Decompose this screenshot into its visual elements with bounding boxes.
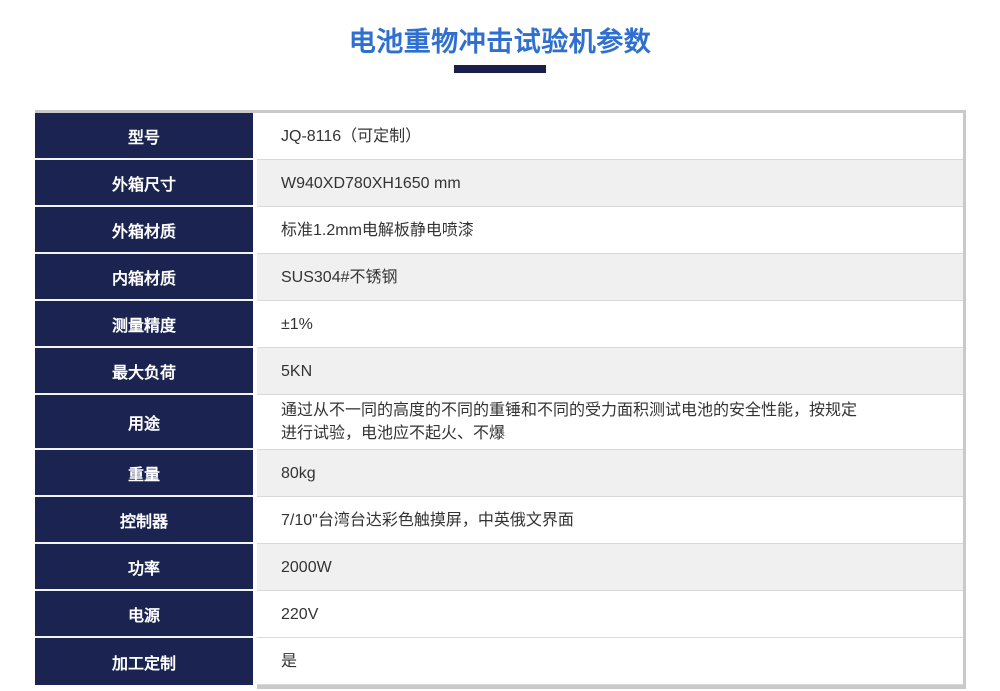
- table-row: 型号 JQ-8116（可定制）: [35, 113, 963, 160]
- spec-value: W940XD780XH1650 mm: [281, 174, 461, 192]
- spec-value-cell: JQ-8116（可定制）: [257, 113, 963, 160]
- title-underline: [454, 65, 546, 73]
- spec-rows: 型号 JQ-8116（可定制） 外箱尺寸 W940XD780XH1650 mm …: [35, 113, 963, 685]
- spec-value: 标准1.2mm电解板静电喷漆: [281, 221, 474, 239]
- spec-value: SUS304#不锈钢: [281, 268, 398, 286]
- spec-label: 重量: [35, 450, 253, 497]
- page-title: 电池重物冲击试验机参数: [348, 27, 652, 57]
- table-row: 外箱材质 标准1.2mm电解板静电喷漆: [35, 207, 963, 254]
- column-gutter: [253, 638, 257, 685]
- spec-label: 功率: [35, 544, 253, 591]
- spec-value: 7/10"台湾台达彩色触摸屏，中英俄文界面: [281, 511, 574, 529]
- column-gutter: [253, 544, 257, 591]
- table-row: 重量 80kg: [35, 450, 963, 497]
- spec-value-cell: SUS304#不锈钢: [257, 254, 963, 301]
- spec-value: 通过从不一同的高度的不同的重锤和不同的受力面积测试电池的安全性能，按规定进行试验…: [281, 402, 858, 442]
- spec-value-cell: 2000W: [257, 544, 963, 591]
- spec-value: JQ-8116（可定制）: [281, 127, 422, 145]
- spec-value: 是: [281, 652, 298, 670]
- column-gutter: [253, 207, 257, 254]
- spec-label: 电源: [35, 591, 253, 638]
- spec-value: 80kg: [281, 464, 316, 482]
- spec-label: 内箱材质: [35, 254, 253, 301]
- spec-label: 外箱材质: [35, 207, 253, 254]
- column-gutter: [253, 395, 257, 450]
- spec-value: ±1%: [281, 315, 313, 333]
- table-row: 外箱尺寸 W940XD780XH1650 mm: [35, 160, 963, 207]
- column-gutter: [253, 497, 257, 544]
- spec-value: 2000W: [281, 558, 332, 576]
- spec-value-cell: 80kg: [257, 450, 963, 497]
- table-row: 最大负荷 5KN: [35, 348, 963, 395]
- table-row: 测量精度 ±1%: [35, 301, 963, 348]
- spec-value-cell: 是: [257, 638, 963, 685]
- column-gutter: [253, 301, 257, 348]
- table-row: 控制器 7/10"台湾台达彩色触摸屏，中英俄文界面: [35, 497, 963, 544]
- column-gutter: [253, 113, 257, 160]
- spec-value: 220V: [281, 605, 319, 623]
- spec-value-cell: ±1%: [257, 301, 963, 348]
- table-row: 功率 2000W: [35, 544, 963, 591]
- column-gutter: [253, 450, 257, 497]
- column-gutter: [253, 591, 257, 638]
- table-row: 加工定制 是: [35, 638, 963, 685]
- spec-label: 用途: [35, 395, 253, 450]
- column-gutter: [253, 160, 257, 207]
- table-bottom-border: [257, 685, 963, 689]
- table-row: 电源 220V: [35, 591, 963, 638]
- spec-label: 型号: [35, 113, 253, 160]
- spec-value-cell: 通过从不一同的高度的不同的重锤和不同的受力面积测试电池的安全性能，按规定进行试验…: [257, 395, 963, 450]
- spec-label: 测量精度: [35, 301, 253, 348]
- spec-value-cell: 5KN: [257, 348, 963, 395]
- table-row: 用途 通过从不一同的高度的不同的重锤和不同的受力面积测试电池的安全性能，按规定进…: [35, 395, 963, 450]
- spec-label: 加工定制: [35, 638, 253, 685]
- spec-value-cell: 7/10"台湾台达彩色触摸屏，中英俄文界面: [257, 497, 963, 544]
- spec-value-cell: 220V: [257, 591, 963, 638]
- spec-value-cell: W940XD780XH1650 mm: [257, 160, 963, 207]
- column-gutter: [253, 348, 257, 395]
- table-row: 内箱材质 SUS304#不锈钢: [35, 254, 963, 301]
- spec-table: 型号 JQ-8116（可定制） 外箱尺寸 W940XD780XH1650 mm …: [35, 110, 966, 689]
- header: 电池重物冲击试验机参数: [0, 0, 1000, 73]
- spec-value-cell: 标准1.2mm电解板静电喷漆: [257, 207, 963, 254]
- spec-label: 最大负荷: [35, 348, 253, 395]
- spec-label: 外箱尺寸: [35, 160, 253, 207]
- spec-label: 控制器: [35, 497, 253, 544]
- spec-value: 5KN: [281, 362, 313, 380]
- column-gutter: [253, 254, 257, 301]
